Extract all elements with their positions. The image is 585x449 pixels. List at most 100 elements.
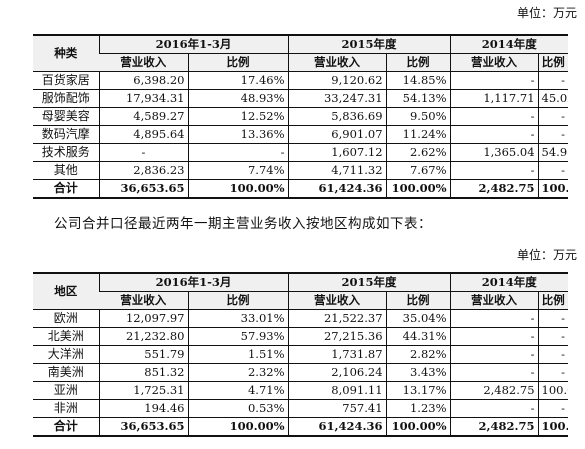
revenue-cell: 21,232.80 xyxy=(98,327,188,346)
unit-label-bottom: 单位：万元 xyxy=(516,248,577,262)
revenue-cell: 61,424.36 xyxy=(287,417,387,437)
period-2016-header: 2016年1-3月 xyxy=(98,34,289,54)
ratio-cell: 2.32% xyxy=(187,363,289,382)
revenue-cell: 2,836.23 xyxy=(98,161,188,180)
period-2016-header: 2016年1-3月 xyxy=(98,272,289,292)
period-2014-header: 2014年度 xyxy=(449,272,569,292)
table-row: 大洋洲 551.79 1.51% 1,731.87 2.82% - - xyxy=(33,345,569,364)
ratio-cell: - xyxy=(187,143,289,162)
revenue-cell: 1,731.87 xyxy=(287,345,387,364)
table-row: 母婴美容 4,589.27 12.52% 5,836.69 9.50% - - xyxy=(33,107,569,126)
row-label: 百货家居 xyxy=(33,71,99,90)
ratio-cell: - xyxy=(537,327,569,346)
row-label: 合计 xyxy=(33,179,99,199)
ratio-cell: 33.01% xyxy=(187,309,289,328)
table-header-row: 地区 2016年1-3月 2015年度 2014年度 xyxy=(33,272,569,310)
revenue-cell: 551.79 xyxy=(98,345,188,364)
revenue-cell: - xyxy=(98,143,188,162)
ratio-cell: 13.36% xyxy=(187,125,289,144)
ratio-cell: 54.98% xyxy=(537,143,569,162)
table-row: 服饰配饰 17,934.31 48.93% 33,247.31 54.13% 1,117.… xyxy=(33,89,569,108)
revenue-cell: 36,653.65 xyxy=(98,179,188,199)
revenue-cell: 4,711.32 xyxy=(287,161,387,180)
table-row: 数码汽摩 4,895.64 13.36% 6,901.07 11.24% - - xyxy=(33,125,569,144)
ratio-cell: 35.04% xyxy=(385,309,451,328)
revenue-cell: 61,424.36 xyxy=(287,179,387,199)
ratio-cell: 100.00% xyxy=(537,381,569,400)
section-paragraph: 公司合并口径最近两年一期主营业务收入按地区构成如下表： xyxy=(54,216,432,232)
table-subheader-row: 营业收入 比例 营业收入 比例 营业收入 比例 xyxy=(33,291,569,310)
ratio-header: 比例 xyxy=(187,53,289,72)
ratio-cell: 100.00% xyxy=(537,179,569,199)
ratio-cell: - xyxy=(537,71,569,90)
ratio-cell: 1.51% xyxy=(187,345,289,364)
revenue-by-region-table: 地区 2016年1-3月 2015年度 2014年度 营业收入 比例 营业收入 … xyxy=(33,272,569,437)
ratio-cell: 13.17% xyxy=(385,381,451,400)
row-label: 南美洲 xyxy=(33,363,99,382)
ratio-cell: 48.93% xyxy=(187,89,289,108)
ratio-cell: 0.53% xyxy=(187,399,289,418)
revenue-cell: - xyxy=(449,309,539,328)
revenue-cell: 757.41 xyxy=(287,399,387,418)
revenue-cell: 1,607.12 xyxy=(287,143,387,162)
ratio-cell: 2.82% xyxy=(385,345,451,364)
revenue-cell: 17,934.31 xyxy=(98,89,188,108)
ratio-cell: - xyxy=(537,363,569,382)
revenue-cell: - xyxy=(449,161,539,180)
ratio-cell: 100.00% xyxy=(385,179,451,199)
period-2015-header: 2015年度 xyxy=(287,272,451,292)
region-header: 地区 xyxy=(33,272,99,310)
ratio-header: 比例 xyxy=(385,53,451,72)
row-label: 其他 xyxy=(33,161,99,180)
revenue-cell: 2,482.75 xyxy=(449,179,539,199)
ratio-cell: 100.00% xyxy=(187,417,289,437)
revenue-cell: 194.46 xyxy=(98,399,188,418)
unit-label-top: 单位：万元 xyxy=(516,6,577,20)
ratio-header: 比例 xyxy=(537,291,569,310)
revenue-cell: 851.32 xyxy=(98,363,188,382)
ratio-cell: 100.00% xyxy=(385,417,451,437)
revenue-cell: 21,522.37 xyxy=(287,309,387,328)
ratio-cell: 7.67% xyxy=(385,161,451,180)
table-subheader-row: 营业收入 比例 营业收入 比例 营业收入 比例 xyxy=(33,53,569,72)
ratio-cell: 9.50% xyxy=(385,107,451,126)
ratio-cell: - xyxy=(537,399,569,418)
ratio-cell: 7.74% xyxy=(187,161,289,180)
category-header: 种类 xyxy=(33,34,99,72)
row-label: 大洋洲 xyxy=(33,345,99,364)
revenue-cell: 1,725.31 xyxy=(98,381,188,400)
row-label: 母婴美容 xyxy=(33,107,99,126)
row-label: 合计 xyxy=(33,417,99,437)
ratio-header: 比例 xyxy=(537,53,569,72)
ratio-cell: 100.00% xyxy=(537,417,569,437)
table-row: 非洲 194.46 0.53% 757.41 1.23% - - xyxy=(33,399,569,418)
ratio-cell: 1.23% xyxy=(385,399,451,418)
total-row: 合计 36,653.65 100.00% 61,424.36 100.00% 2,482.… xyxy=(33,417,569,437)
revenue-cell: - xyxy=(449,399,539,418)
row-label: 技术服务 xyxy=(33,143,99,162)
revenue-cell: 1,365.04 xyxy=(449,143,539,162)
revenue-cell: 2,482.75 xyxy=(449,417,539,437)
revenue-cell: - xyxy=(449,107,539,126)
ratio-cell: 100.00% xyxy=(187,179,289,199)
revenue-cell: 6,398.20 xyxy=(98,71,188,90)
row-label: 数码汽摩 xyxy=(33,125,99,144)
ratio-cell: 12.52% xyxy=(187,107,289,126)
revenue-cell: 36,653.65 xyxy=(98,417,188,437)
row-label: 北美洲 xyxy=(33,327,99,346)
period-2015-header: 2015年度 xyxy=(287,34,451,54)
revenue-cell: - xyxy=(449,363,539,382)
revenue-cell: 6,901.07 xyxy=(287,125,387,144)
ratio-cell: 14.85% xyxy=(385,71,451,90)
ratio-cell: 11.24% xyxy=(385,125,451,144)
ratio-cell: - xyxy=(537,125,569,144)
revenue-cell: 9,120.62 xyxy=(287,71,387,90)
revenue-cell: 2,106.24 xyxy=(287,363,387,382)
revenue-cell: 4,589.27 xyxy=(98,107,188,126)
revenue-header: 营业收入 xyxy=(99,53,188,72)
ratio-cell: - xyxy=(537,309,569,328)
table-row: 亚洲 1,725.31 4.71% 8,091.11 13.17% 2,482.75 100… xyxy=(33,381,569,400)
ratio-cell: 3.43% xyxy=(385,363,451,382)
ratio-header: 比例 xyxy=(187,291,289,310)
table-row: 百货家居 6,398.20 17.46% 9,120.62 14.85% - - xyxy=(33,71,569,90)
